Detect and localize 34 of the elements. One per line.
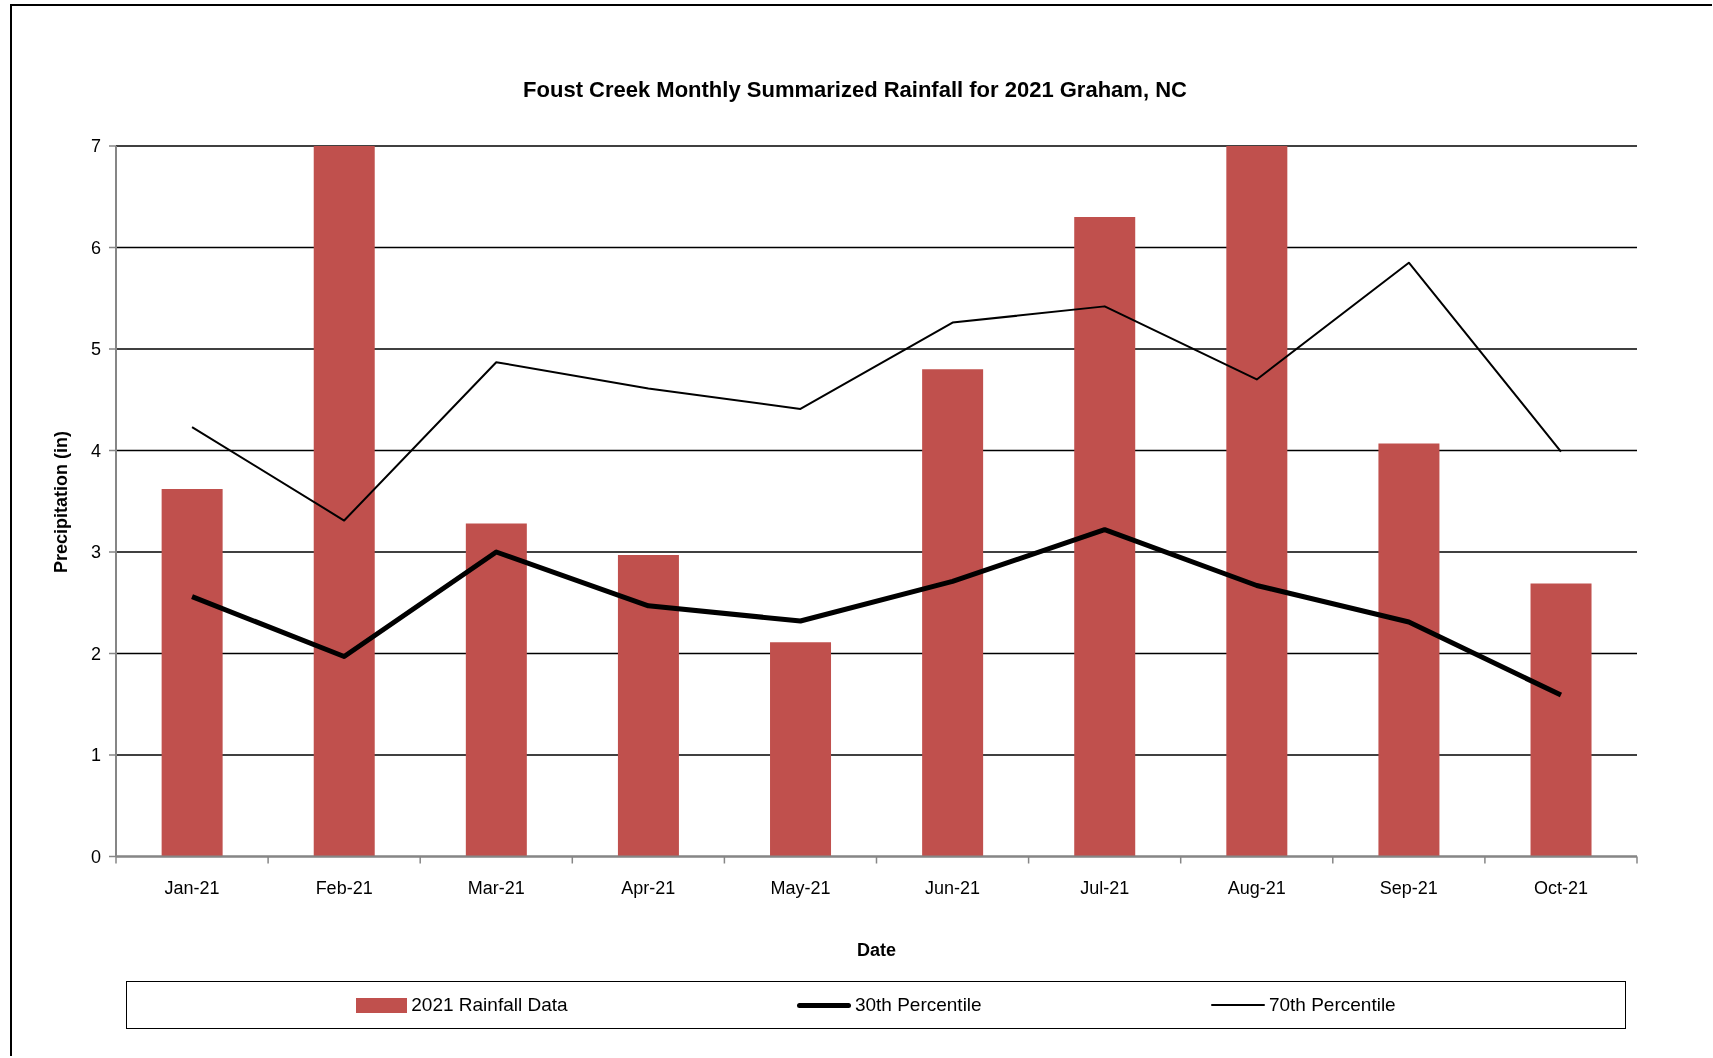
- legend-label: 2021 Rainfall Data: [411, 994, 568, 1016]
- bar: [1530, 583, 1592, 857]
- y-tick-label: 0: [90, 846, 101, 867]
- x-tick-label: Aug-21: [1227, 877, 1286, 898]
- x-tick-label: Mar-21: [467, 877, 525, 898]
- x-tick-label: Jul-21: [1080, 877, 1130, 898]
- x-tick-label: Apr-21: [621, 877, 676, 898]
- y-tick-label: 3: [90, 542, 101, 563]
- y-tick-label: 2: [90, 643, 101, 664]
- x-tick-label: Oct-21: [1533, 877, 1588, 898]
- y-tick-label: 6: [90, 237, 101, 258]
- bar: [617, 555, 679, 857]
- chart-title: Foust Creek Monthly Summarized Rainfall for 2021 Graham, NC: [523, 77, 1187, 102]
- y-tick-label: 5: [90, 339, 101, 360]
- bar: [313, 146, 375, 857]
- legend-label: 30th Percentile: [854, 994, 982, 1016]
- bar: [770, 642, 832, 857]
- y-tick-label: 4: [90, 440, 101, 461]
- bar: [1074, 217, 1136, 857]
- x-tick-label: Feb-21: [315, 877, 373, 898]
- bar: [922, 369, 984, 857]
- x-axis-title: Date: [856, 939, 897, 960]
- bar: [465, 523, 527, 857]
- x-tick-label: Jun-21: [925, 877, 981, 898]
- y-tick-label: 1: [90, 745, 101, 766]
- y-tick-label: 7: [90, 136, 101, 157]
- bar: [1378, 443, 1440, 857]
- x-tick-label: Sep-21: [1379, 877, 1438, 898]
- bar: [1226, 146, 1288, 857]
- x-tick-label: Jan-21: [164, 877, 220, 898]
- x-tick-label: May-21: [770, 877, 831, 898]
- legend-label: 70th Percentile: [1268, 994, 1396, 1016]
- bar: [161, 489, 223, 857]
- y-axis-title: Precipitation (in): [50, 430, 71, 574]
